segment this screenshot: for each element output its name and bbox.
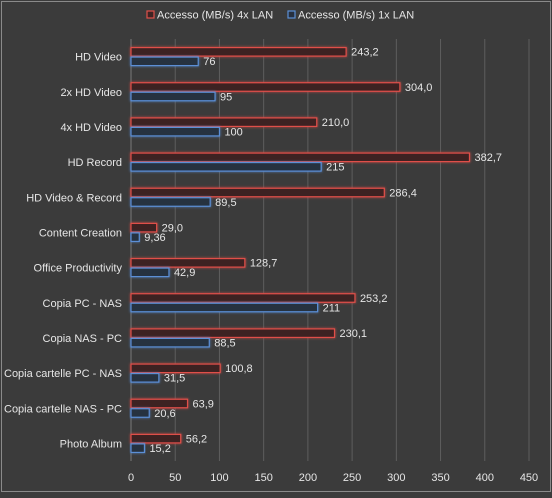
x-tick-label: 0 [128,472,134,484]
category-label: Copia NAS - PC [43,333,123,345]
x-tick-label: 450 [520,472,538,484]
data-label: 215 [326,162,344,174]
data-label: 9,36 [144,232,165,244]
category-labels: HD Video 2x HD Video 4x HD Video HD Record H… [4,52,122,451]
data-label: 100,8 [225,363,253,375]
bar-4x-lan [130,293,356,303]
category-label: Copia cartelle NAS - PC [4,403,122,415]
data-label: 76 [203,56,215,68]
data-label: 88,5 [214,337,235,349]
data-label: 42,9 [174,267,195,279]
x-tick-label: 250 [343,472,361,484]
legend: Accesso (MB/s) 4x LAN Accesso (MB/s) 1x L… [146,10,414,22]
bar-4x-lan [130,82,401,92]
bar-1x-lan [130,161,322,172]
x-tick-label: 300 [387,472,405,484]
category-label: Photo Album [60,438,122,450]
bar-4x-lan [130,433,182,444]
bar-4x-lan [130,187,385,198]
bars [130,46,471,454]
data-label: 286,4 [389,187,417,199]
x-tick-label: 400 [476,472,494,484]
bar-4x-lan [130,152,471,163]
x-tick-label: 100 [210,472,228,484]
category-label: Office Productivity [34,263,123,275]
x-tick-label: 350 [431,472,449,484]
data-label: 382,7 [474,152,502,164]
data-label: 253,2 [360,293,388,305]
data-label: 95 [220,91,232,103]
data-label: 100 [224,126,242,138]
bar-1x-lan [130,197,211,207]
category-label: Copia PC - NAS [43,298,122,310]
bar-4x-lan [130,363,221,374]
data-label: 89,5 [215,197,236,209]
data-label: 20,6 [154,408,175,420]
data-label: 63,9 [193,398,214,410]
data-label: 15,2 [149,443,170,455]
bar-1x-lan [130,408,150,418]
bar-1x-lan [130,126,221,137]
x-tick-label: 200 [299,472,317,484]
data-label: 211 [323,302,341,314]
category-label: 4x HD Video [60,122,122,134]
legend-swatch-1x-lan [287,10,296,19]
data-label: 128,7 [250,258,278,270]
data-label: 304,0 [405,82,433,94]
x-tick-label: 150 [254,472,272,484]
x-tick-labels: 0 50 100 150 200 250 300 350 400 450 [128,472,538,484]
x-tick-label: 50 [169,472,181,484]
data-label: 210,0 [322,117,350,129]
bar-4x-lan [130,222,158,233]
bar-1x-lan [130,56,199,67]
data-label: 56,2 [186,433,207,445]
grid [130,39,530,461]
bar-1x-lan [130,372,160,383]
category-label: Content Creation [39,227,122,239]
category-label: Copia cartelle PC - NAS [4,368,122,380]
data-label: 31,5 [164,373,185,385]
category-label: 2x HD Video [60,87,122,99]
bar-4x-lan [130,117,318,128]
data-label: 243,2 [351,47,379,59]
bar-4x-lan [130,257,246,268]
bar-1x-lan [130,232,140,243]
bar-4x-lan [130,46,347,57]
data-label: 29,0 [162,222,183,234]
category-label: HD Video [75,52,122,64]
data-label: 230,1 [340,328,368,340]
category-label: HD Record [68,157,122,169]
legend-label-4x-lan: Accesso (MB/s) 4x LAN [157,10,273,22]
bar-4x-lan [130,328,336,339]
bar-1x-lan [130,443,146,454]
category-label: HD Video & Record [26,192,122,204]
data-labels: 243,2 76 304,0 95 210,0 100 382,7 215 286,4 89,5 2… [144,47,502,455]
bar-1x-lan [130,337,210,348]
legend-label-1x-lan: Accesso (MB/s) 1x LAN [298,10,414,22]
bar-4x-lan [130,398,189,409]
bar-1x-lan [130,302,319,313]
legend-swatch-4x-lan [146,10,155,19]
bar-1x-lan [130,267,170,278]
bar-1x-lan [130,91,216,102]
